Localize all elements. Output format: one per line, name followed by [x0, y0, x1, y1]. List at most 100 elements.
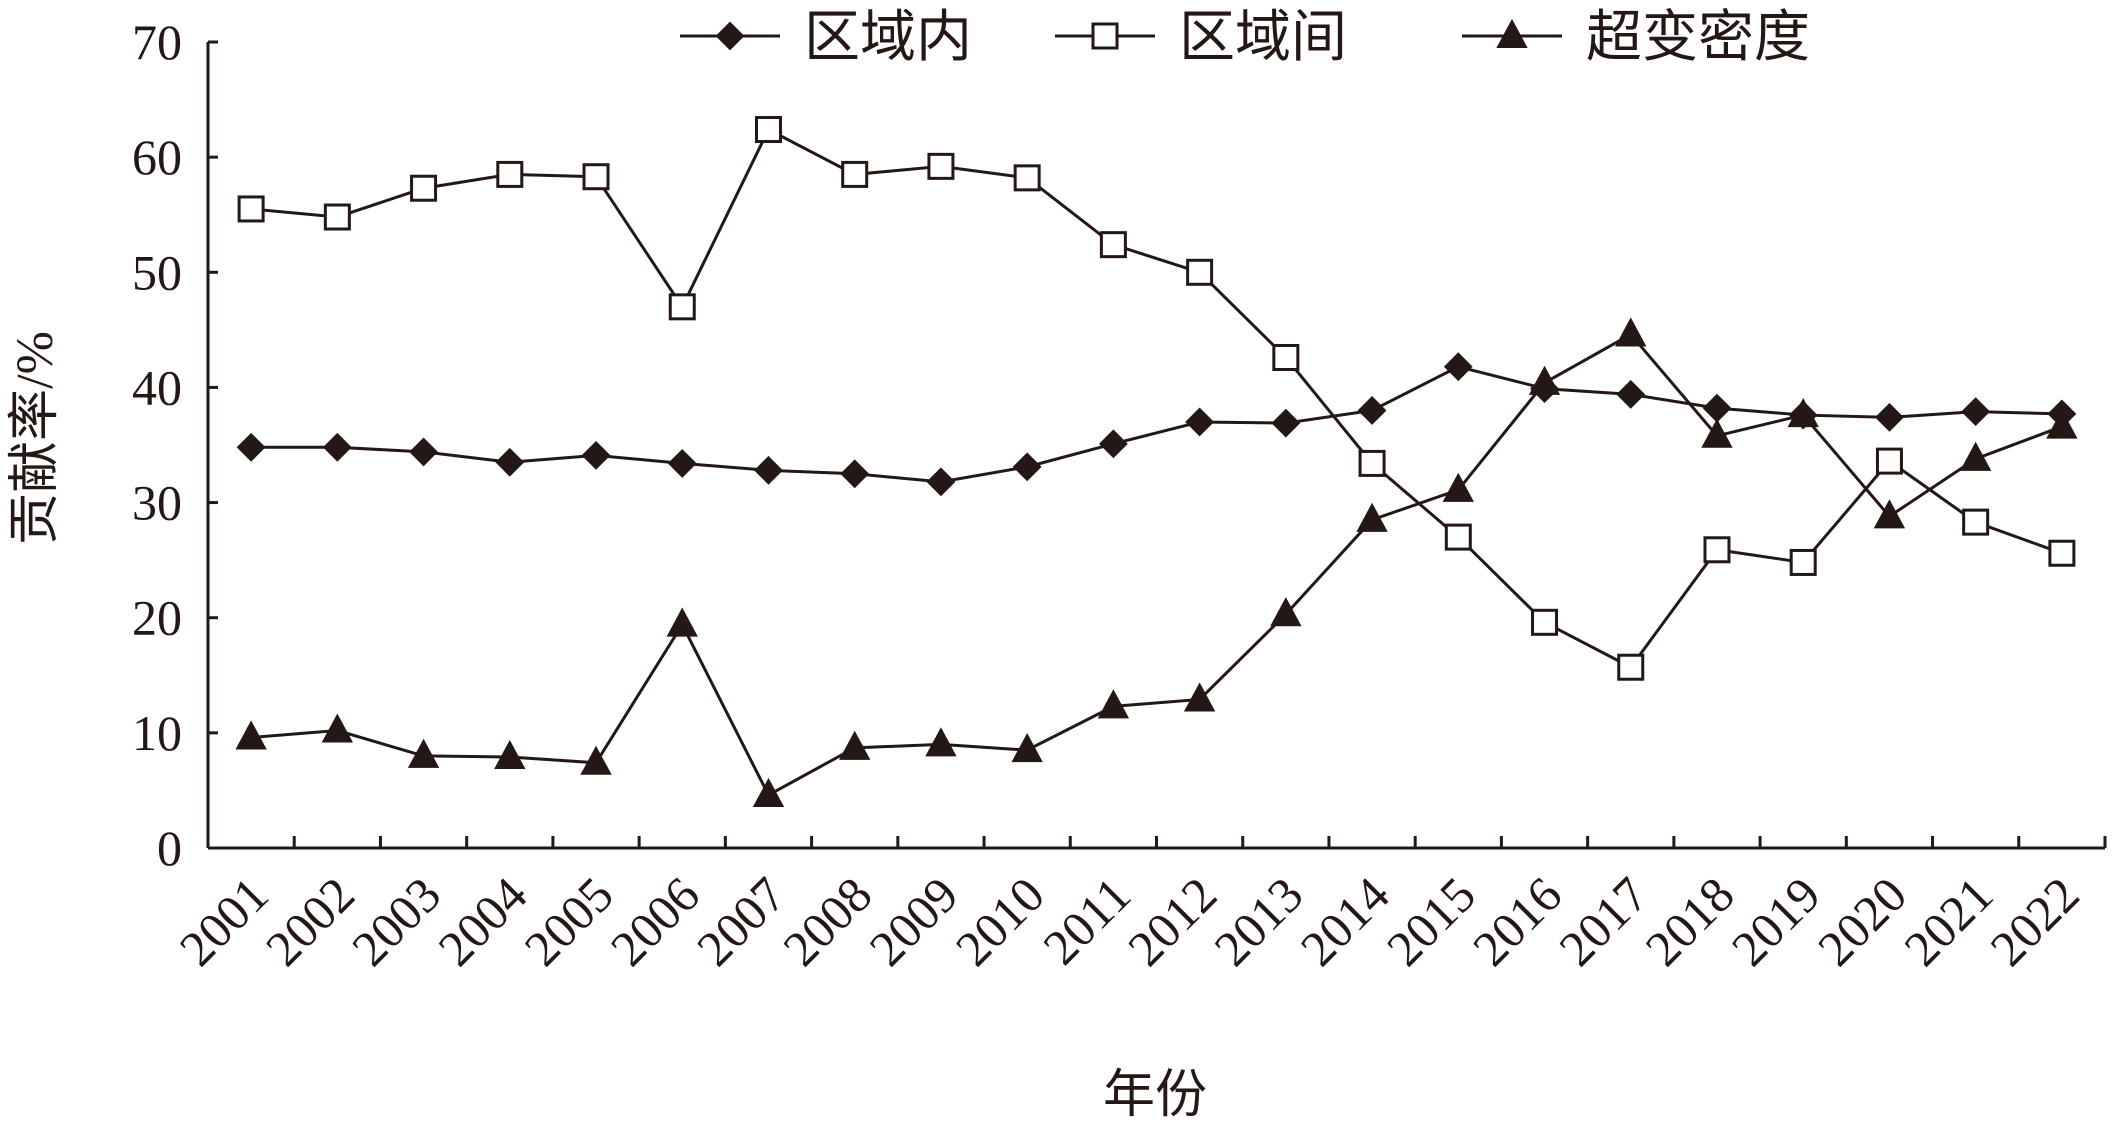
data-point — [1011, 733, 1043, 763]
x-tick-label: 2012 — [1117, 866, 1227, 976]
data-point — [1961, 397, 1991, 427]
data-point — [496, 160, 524, 188]
data-point — [323, 203, 351, 231]
y-tick-label: 40 — [132, 359, 182, 415]
data-point — [1959, 441, 1992, 471]
x-tick-label: 2013 — [1203, 866, 1313, 976]
data-point — [237, 195, 265, 223]
data-point — [1272, 343, 1300, 371]
y-tick-label: 20 — [132, 590, 182, 646]
data-point — [1873, 499, 1906, 529]
data-point — [1098, 429, 1128, 459]
data-point — [666, 607, 698, 637]
x-tick-label: 2002 — [255, 866, 365, 976]
legend-marker — [1496, 18, 1528, 48]
data-point — [235, 720, 267, 750]
series-2 — [237, 116, 2076, 681]
data-point — [1703, 536, 1731, 564]
x-tick-label: 2022 — [1979, 866, 2089, 976]
x-tick-label: 2008 — [772, 866, 882, 976]
data-point — [495, 447, 525, 477]
series-line — [250, 332, 2063, 798]
data-point — [1186, 258, 1214, 286]
data-point — [667, 449, 697, 478]
y-tick-label: 70 — [132, 14, 182, 70]
series-3 — [235, 317, 2078, 808]
x-tick-label: 2006 — [600, 866, 710, 976]
data-point — [1787, 397, 1819, 428]
data-point — [407, 738, 440, 768]
x-tick-label: 2014 — [1290, 866, 1400, 976]
data-point — [494, 739, 526, 770]
data-point — [668, 293, 696, 321]
data-point — [752, 777, 785, 808]
data-point — [1615, 317, 1647, 347]
data-point — [1358, 449, 1386, 477]
legend-marker — [715, 21, 745, 51]
data-point — [1270, 597, 1302, 627]
legend-item: 区域内 — [680, 7, 972, 69]
data-point — [1185, 407, 1215, 437]
x-tick-label: 2003 — [341, 866, 451, 976]
data-point — [1356, 502, 1388, 532]
x-tick-label: 2010 — [945, 866, 1055, 976]
legend-label: 区域内 — [804, 7, 972, 69]
data-point — [1617, 653, 1645, 681]
data-point — [1443, 352, 1473, 382]
data-point — [2046, 409, 2078, 439]
y-axis-title: 贡献率/% — [7, 331, 64, 545]
y-tick-label: 30 — [132, 475, 182, 531]
x-axis-title: 年份 — [1103, 1067, 1207, 1124]
data-point — [1702, 393, 1732, 423]
data-point — [754, 116, 782, 144]
x-tick-label: 2005 — [513, 866, 623, 976]
x-tick-label: 2015 — [1376, 866, 1486, 976]
data-point — [1531, 608, 1559, 636]
data-point — [1875, 402, 1904, 432]
x-tick-label: 2007 — [686, 866, 796, 976]
x-tick-label: 2016 — [1462, 866, 1572, 976]
data-point — [1789, 548, 1817, 576]
data-point — [1616, 379, 1646, 409]
data-point — [754, 455, 783, 485]
x-tick-label: 2004 — [427, 866, 537, 976]
data-point — [1962, 508, 1990, 536]
data-point — [1099, 231, 1127, 259]
x-tick-label: 2017 — [1548, 866, 1658, 976]
legend-marker — [1091, 22, 1119, 50]
y-axis-ticks: 0 10 20 30 40 50 60 70 — [132, 14, 218, 876]
data-point — [580, 745, 612, 775]
x-tick-label: 2011 — [1032, 866, 1141, 975]
y-tick-label: 10 — [132, 705, 182, 761]
data-point — [1701, 418, 1733, 448]
series-line — [251, 365, 2062, 484]
x-tick-label: 2021 — [1893, 866, 2003, 976]
data-point — [322, 432, 352, 462]
legend-label: 超变密度 — [1586, 7, 1810, 69]
data-point — [1528, 365, 1561, 395]
data-point — [1442, 472, 1474, 502]
data-point — [1444, 523, 1472, 551]
data-point — [1875, 447, 1903, 475]
series-layer — [235, 116, 2078, 808]
data-point — [321, 713, 354, 743]
x-tick-label: 2020 — [1807, 866, 1917, 976]
data-point — [925, 727, 957, 757]
data-point — [2048, 539, 2076, 567]
data-point — [582, 163, 610, 191]
x-tick-label: 2018 — [1634, 866, 1744, 976]
data-point — [1097, 689, 1130, 719]
data-point — [1357, 396, 1387, 425]
x-tick-label: 2009 — [858, 866, 968, 976]
data-point — [927, 152, 955, 180]
data-point — [410, 174, 438, 202]
data-point — [581, 440, 611, 470]
data-point — [409, 437, 438, 467]
x-tick-label: 2001 — [169, 866, 279, 976]
data-point — [1271, 408, 1301, 438]
series-line — [250, 127, 2063, 670]
data-point — [1013, 164, 1041, 192]
x-tick-label: 2019 — [1721, 866, 1831, 976]
data-point — [236, 432, 266, 462]
